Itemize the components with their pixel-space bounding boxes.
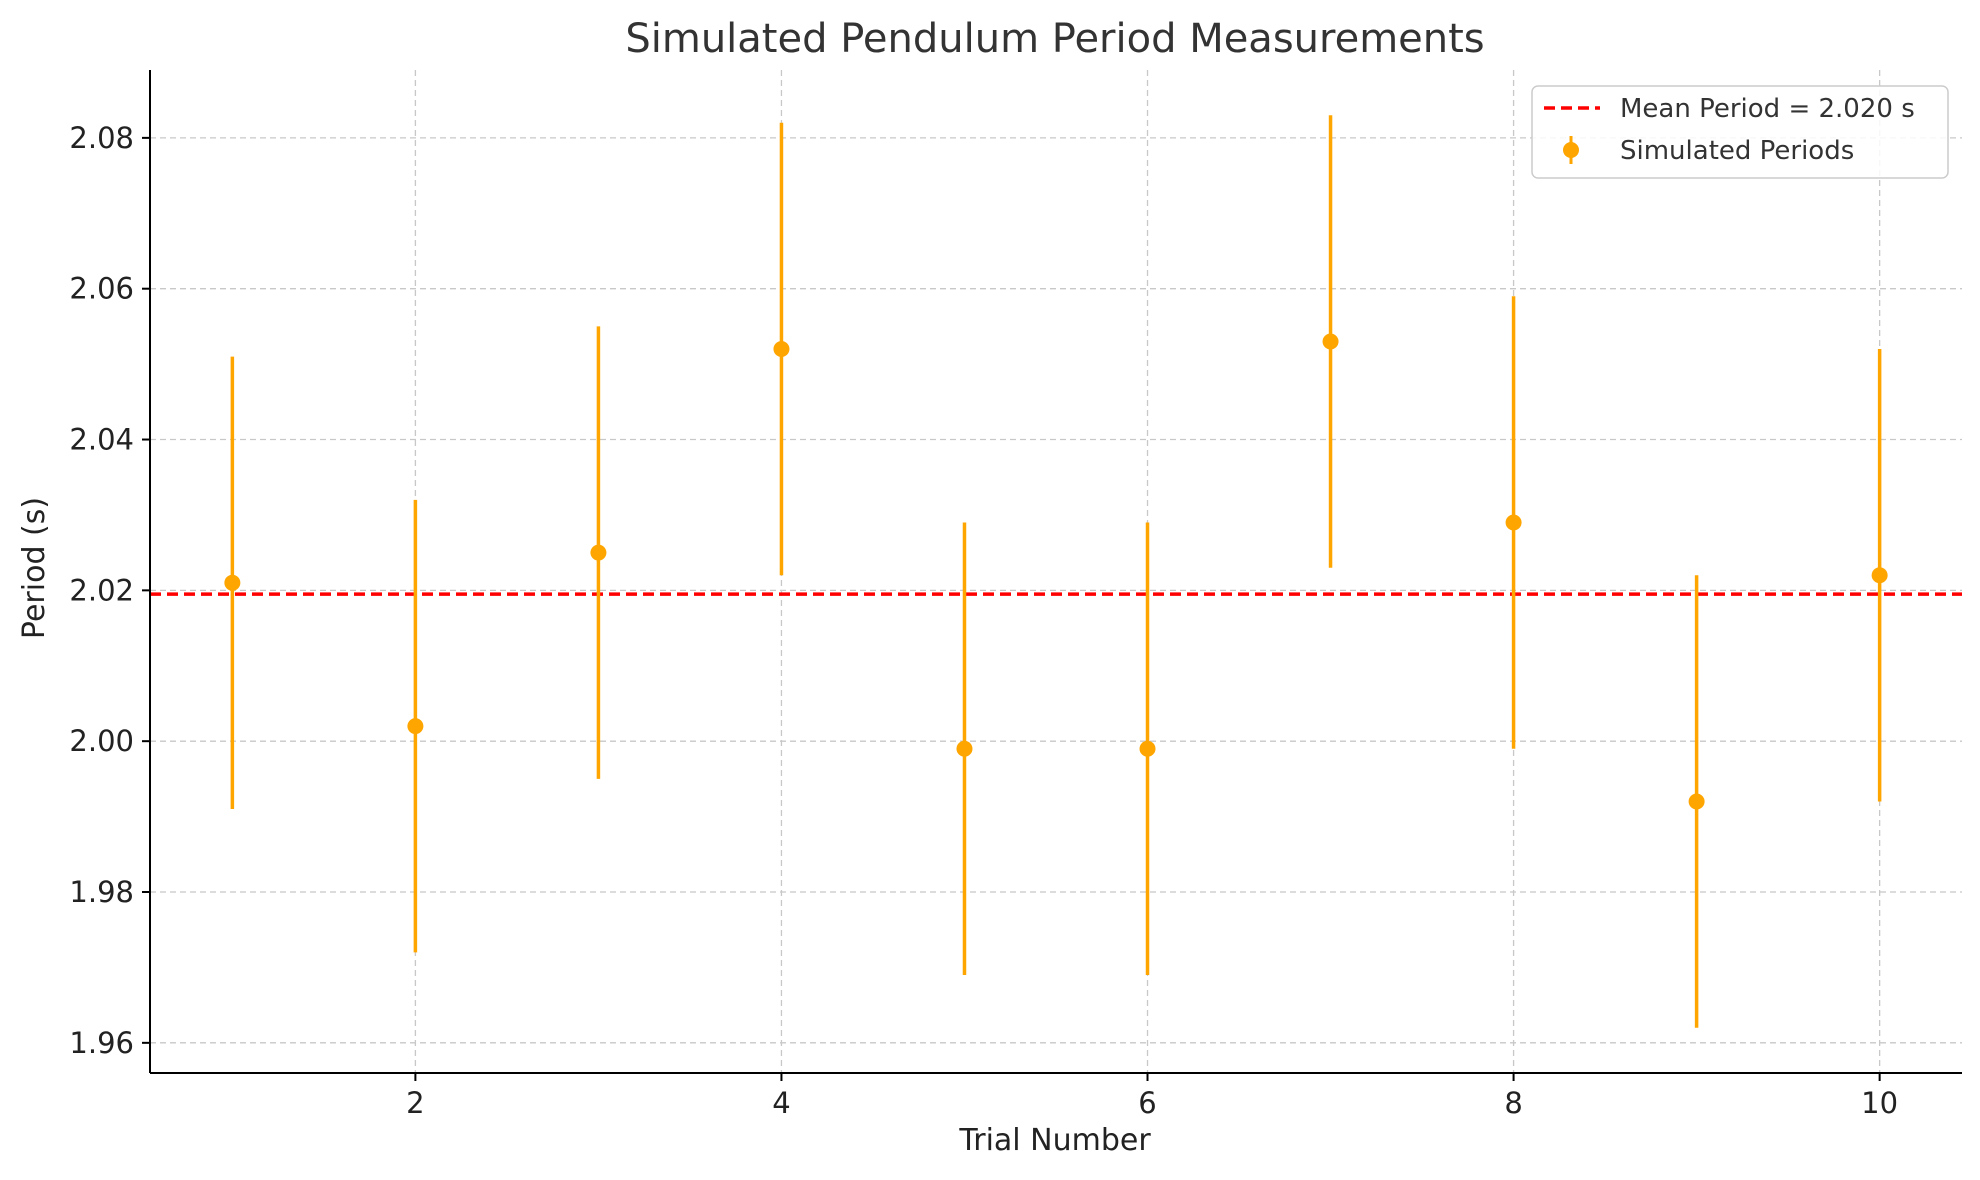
data-point [224, 574, 241, 591]
data-point [1322, 333, 1339, 350]
data-point [407, 718, 424, 735]
y-tick-label: 1.96 [69, 1026, 134, 1060]
y-tick-label: 2.02 [69, 573, 134, 607]
data-point [590, 544, 607, 561]
x-tick-label: 6 [1138, 1086, 1156, 1120]
data-point [956, 740, 973, 757]
y-tick-label: 1.98 [69, 875, 134, 909]
data-point [1139, 740, 1156, 757]
legend-box [1531, 85, 1949, 179]
data-point [1505, 514, 1522, 531]
x-tick-label: 4 [772, 1086, 790, 1120]
x-tick-label: 2 [406, 1086, 424, 1120]
y-tick-label: 2.08 [69, 121, 134, 155]
data-point [1871, 567, 1888, 584]
y-axis-label: Period (s) [17, 497, 52, 639]
y-tick-label: 2.00 [69, 724, 134, 758]
series-layer [224, 115, 1888, 1028]
chart-title: Simulated Pendulum Period Measurements [625, 16, 1484, 62]
y-tick-label: 2.06 [69, 272, 134, 306]
legend: Mean Period = 2.020 s Simulated Periods [1531, 85, 1949, 179]
y-tick-label: 2.04 [69, 423, 134, 457]
data-point [773, 341, 790, 358]
legend-mean-label: Mean Period = 2.020 s [1620, 94, 1915, 124]
legend-series-swatch-dot [1563, 142, 1579, 158]
legend-series-label: Simulated Periods [1620, 136, 1854, 166]
data-point [1688, 793, 1705, 810]
x-axis-label: Trial Number [958, 1123, 1151, 1158]
axes-layer: 2 4 6 8 10 1.96 1.98 2.00 2.02 2.04 2.06 2.08 [69, 70, 1962, 1120]
x-tick-label: 10 [1861, 1086, 1898, 1120]
x-tick-label: 8 [1504, 1086, 1522, 1120]
